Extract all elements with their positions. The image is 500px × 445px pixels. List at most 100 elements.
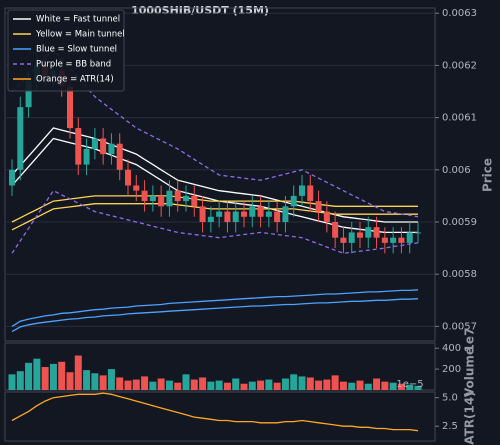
volume-bar [281, 378, 289, 390]
volume-bar [298, 376, 306, 390]
panel-frame [4, 7, 436, 342]
candle-body [191, 195, 198, 207]
volume-bar [373, 378, 381, 390]
volume-bar [199, 377, 207, 390]
y-axis-label: Price [481, 158, 495, 192]
candle-body [265, 211, 272, 217]
y-tick-label: 2.5 [442, 421, 458, 432]
volume-bar [190, 379, 198, 390]
volume-bar [182, 374, 190, 390]
offset-text: 1e−5 [396, 379, 423, 390]
y-tick-label: 0.0059 [442, 217, 477, 228]
candle-body [390, 237, 397, 243]
candle-body [257, 206, 264, 217]
volume-bar [290, 374, 298, 390]
volume-bar [248, 381, 256, 390]
candle-body [373, 227, 380, 238]
volume-bar [240, 383, 248, 390]
legend-label: Yellow = Main tunnel [35, 30, 125, 40]
candle-body [224, 211, 231, 222]
candle-body [83, 148, 90, 165]
candle-body [381, 237, 388, 243]
volume-bar [8, 374, 16, 390]
candle-body [282, 206, 289, 222]
volume-bar [223, 382, 231, 390]
panel-frame [4, 391, 436, 442]
chart-title: 1000SHIB/USDT (15M) [131, 4, 269, 17]
candle-body [307, 185, 314, 202]
legend-label: White = Fast tunnel [36, 15, 120, 25]
volume-bar [41, 367, 49, 390]
volume-bar [265, 379, 273, 390]
volume-bar [331, 375, 339, 390]
candle-body [133, 185, 140, 191]
candle-body [207, 216, 214, 222]
legend-label: Orange = ATR(14) [36, 75, 114, 85]
volume-bar [323, 379, 331, 390]
y-tick-label: 0.0062 [442, 60, 477, 71]
candle-body [415, 232, 421, 234]
candle-body [357, 232, 363, 238]
y-axis-label: ATR(14) [463, 391, 477, 444]
volume-bar [107, 369, 115, 390]
volume-bar [66, 372, 74, 390]
offset-text: 1e7 [463, 328, 477, 353]
volume-bar [397, 383, 405, 390]
band-upper-line [11, 289, 419, 327]
y-tick-label: 0.0057 [442, 321, 477, 332]
legend-box [7, 9, 125, 92]
volume-bar [257, 380, 265, 390]
candle-body [299, 185, 305, 196]
volume-bar [58, 361, 66, 390]
volume-bar [406, 384, 414, 390]
y-tick-label: 5.0 [442, 393, 458, 404]
candle-body [274, 211, 281, 222]
volume-bar [348, 382, 356, 390]
candle-body [183, 195, 189, 202]
legend: White = Fast tunnel Yellow = Main tunnel B… [7, 9, 125, 92]
candle-body [398, 237, 405, 243]
volume-bar [91, 373, 99, 390]
y-tick-label: 0.0061 [442, 113, 477, 124]
volume-bar [389, 382, 397, 390]
atr-line [11, 392, 419, 432]
legend-label: Purple = BB band [36, 60, 111, 70]
candle-body [406, 232, 413, 243]
candle-body [108, 143, 115, 155]
candle-body [199, 206, 206, 222]
volume-bar [25, 362, 33, 390]
volume-bar [232, 378, 240, 390]
candle-body [174, 190, 181, 202]
candle-body [25, 81, 32, 108]
volume-bar [356, 380, 364, 390]
candle-body [365, 227, 372, 238]
candle-body [348, 232, 355, 243]
legend-label: Blue = Slow tunnel [36, 45, 117, 55]
volume-bar [74, 355, 82, 390]
volume-bar [141, 376, 149, 390]
candle-body [149, 195, 156, 202]
volume-bar [116, 377, 124, 390]
candle-body [125, 169, 131, 186]
candle-body [332, 221, 339, 238]
y-tick-label: 400 [442, 343, 461, 354]
volume-bar [207, 381, 215, 390]
volume-bar [339, 381, 347, 390]
band-lower-line [11, 298, 419, 333]
volume-bar [157, 378, 165, 390]
volume-bar [414, 385, 422, 390]
candle-body [67, 86, 73, 129]
volume-bar [306, 377, 314, 390]
volume-bar [381, 381, 389, 390]
y-axis-label: Volume [463, 347, 477, 397]
candle-body [323, 211, 330, 222]
volume-bar [83, 370, 91, 390]
volume-bar [149, 381, 157, 390]
y-tick-label: 0.0058 [442, 269, 477, 280]
candle-body [241, 211, 247, 217]
y-tick-label: 0.0063 [442, 8, 477, 19]
candle-body [158, 195, 165, 207]
band-upper-line [11, 195, 418, 223]
volume-bar [132, 379, 140, 390]
